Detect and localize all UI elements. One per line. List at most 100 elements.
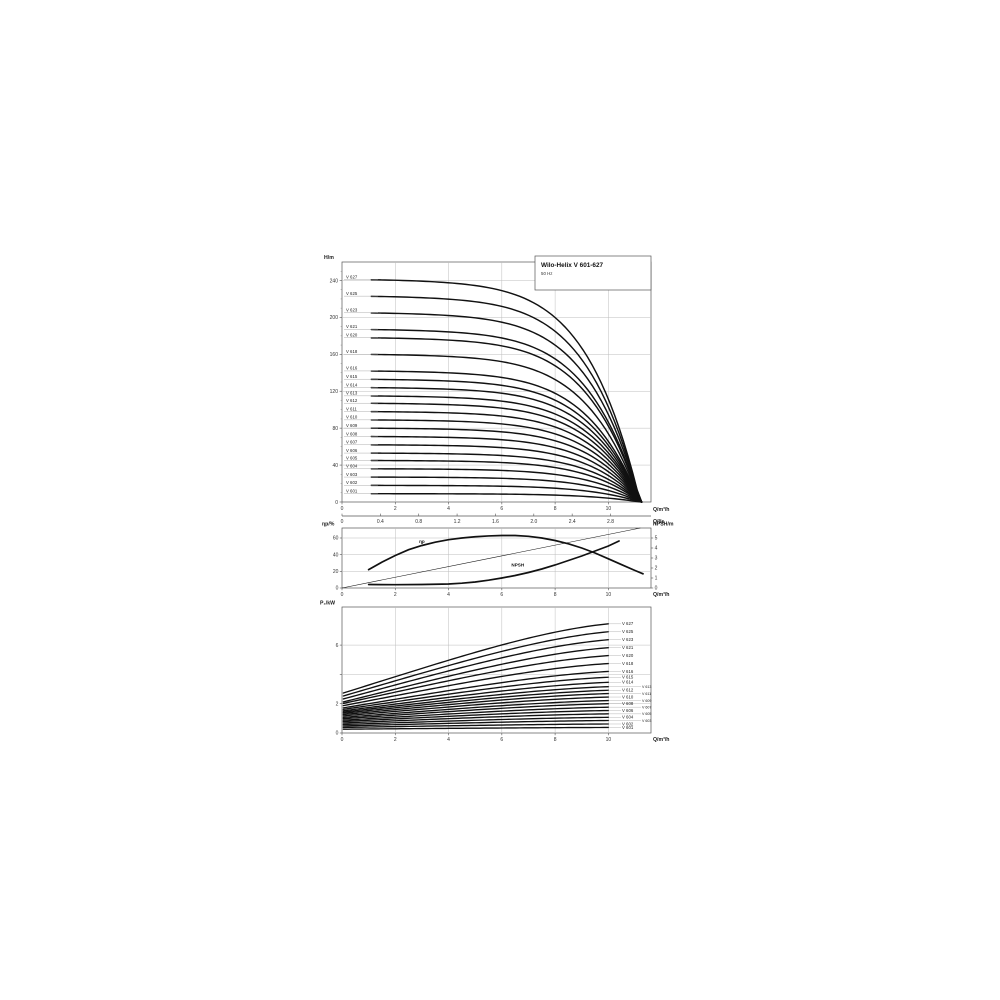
head-curve-label: V 616 — [346, 366, 358, 371]
head-curve-label: V 611 — [346, 406, 358, 411]
power-curve — [342, 713, 610, 724]
head-curve-label: V 612 — [346, 398, 358, 403]
efficiency-ytick-label: 60 — [333, 536, 339, 542]
head-curve — [370, 328, 643, 503]
head-curve-label: V 627 — [346, 274, 358, 279]
head-curve — [370, 312, 643, 503]
head-y-axis-title: H/m — [324, 255, 334, 261]
power-xtick-label: 2 — [394, 737, 397, 743]
head-curve-label: V 613 — [346, 391, 358, 396]
power-curve-label: V 615 — [622, 675, 634, 680]
power-curve-label: V 607 — [642, 705, 651, 709]
head-secondary-xtick-label: 1.2 — [454, 519, 461, 525]
power-curve — [342, 670, 610, 709]
power-curve-label: V 603 — [642, 719, 651, 723]
power-curve-label: V 614 — [622, 680, 634, 685]
head-xtick-label: 4 — [447, 506, 450, 512]
power-y-axis-title: P₂/kW — [320, 601, 335, 607]
head-curve — [370, 427, 643, 503]
head-ytick-label: 0 — [335, 500, 338, 506]
power-curve — [342, 706, 610, 721]
head-secondary-xtick-label: 2.0 — [530, 519, 537, 525]
head-curve-label: V 607 — [346, 440, 358, 445]
head-curve — [370, 459, 643, 503]
power-xtick-label: 6 — [500, 737, 503, 743]
npsh-y-axis-title: NPSH/m — [653, 522, 674, 528]
power-curve — [342, 716, 610, 726]
head-curve-label: V 618 — [346, 349, 358, 354]
power-curve — [342, 676, 610, 711]
head-curve — [370, 410, 643, 503]
head-ytick-label: 120 — [330, 389, 339, 395]
head-curve-label: V 601 — [346, 488, 358, 493]
npsh-ytick-label: 1 — [655, 576, 658, 582]
power-curve-label: V 606 — [622, 708, 634, 713]
head-curve-label: V 608 — [346, 431, 358, 436]
head-secondary-xtick-label: 2.8 — [607, 519, 614, 525]
power-curve-label: V 605 — [642, 712, 651, 716]
power-curve-label: V 610 — [622, 694, 634, 699]
head-curve — [370, 444, 643, 503]
power-curve-label: V 608 — [622, 701, 634, 706]
efficiency-ytick-label: 40 — [333, 552, 339, 558]
power-curve — [342, 699, 610, 719]
power-curve-label: V 621 — [622, 645, 634, 650]
efficiency-y-axis-title: ηp/% — [322, 522, 335, 528]
head-curve — [370, 484, 643, 503]
head-curve-label: V 621 — [346, 324, 358, 329]
power-curve — [342, 681, 610, 712]
efficiency-xtick-label: 6 — [500, 592, 503, 598]
head-secondary-xtick-label: 0.4 — [377, 519, 384, 525]
head-ytick-label: 160 — [330, 352, 339, 358]
power-curve — [342, 662, 610, 707]
head-curve — [370, 435, 643, 503]
power-curve-label: V 623 — [622, 637, 634, 642]
head-curve — [370, 452, 643, 503]
head-curve — [370, 295, 643, 503]
head-curve — [370, 370, 643, 503]
power-xtick-label: 4 — [447, 737, 450, 743]
head-curve-label: V 623 — [346, 308, 358, 313]
npsh-ytick-label: 3 — [655, 556, 658, 562]
head-curve — [370, 279, 643, 503]
efficiency-annotation: NPSH — [511, 562, 524, 567]
head-curve-label: V 610 — [346, 415, 358, 420]
power-xtick-label: 0 — [341, 737, 344, 743]
head-xtick-label: 10 — [606, 506, 612, 512]
head-secondary-xtick-label: 0.8 — [415, 519, 422, 525]
head-curve — [370, 395, 643, 503]
head-curve — [370, 353, 643, 503]
head-plot-frame — [341, 261, 652, 503]
efficiency-ytick-label: 0 — [336, 586, 339, 592]
head-ytick-label: 200 — [330, 315, 339, 321]
head-curve — [370, 337, 643, 503]
efficiency-xtick-label: 8 — [554, 592, 557, 598]
npsh-curve — [367, 540, 620, 586]
head-curve — [370, 378, 643, 503]
power-curve — [342, 696, 610, 717]
power-curve-label: V 620 — [622, 653, 634, 658]
power-xtick-label: 10 — [606, 737, 612, 743]
power-curve-label: V 616 — [622, 669, 634, 674]
efficiency-x-axis-title: Q/m³/h — [653, 592, 669, 598]
head-curve — [370, 402, 643, 503]
head-xtick-label: 6 — [500, 506, 503, 512]
power-curve-label: V 601 — [622, 725, 634, 730]
head-curve-label: V 614 — [346, 382, 358, 387]
head-xtick-label: 0 — [341, 506, 344, 512]
power-curve — [342, 726, 610, 730]
power-curve — [342, 719, 610, 727]
power-curve-label: V 618 — [622, 661, 634, 666]
head-secondary-xtick-label: 2.4 — [569, 519, 576, 525]
power-curve-label: V 625 — [622, 629, 634, 634]
head-curve — [370, 468, 643, 503]
chart-title: Wilo-Helix V 601-627 — [541, 262, 604, 269]
power-ytick-label: 2 — [336, 701, 339, 707]
efficiency-xtick-label: 2 — [394, 592, 397, 598]
head-ytick-label: 40 — [332, 463, 338, 469]
head-secondary-xtick-label: 1.6 — [492, 519, 499, 525]
power-reference-line — [341, 527, 641, 589]
power-curve — [342, 703, 610, 720]
